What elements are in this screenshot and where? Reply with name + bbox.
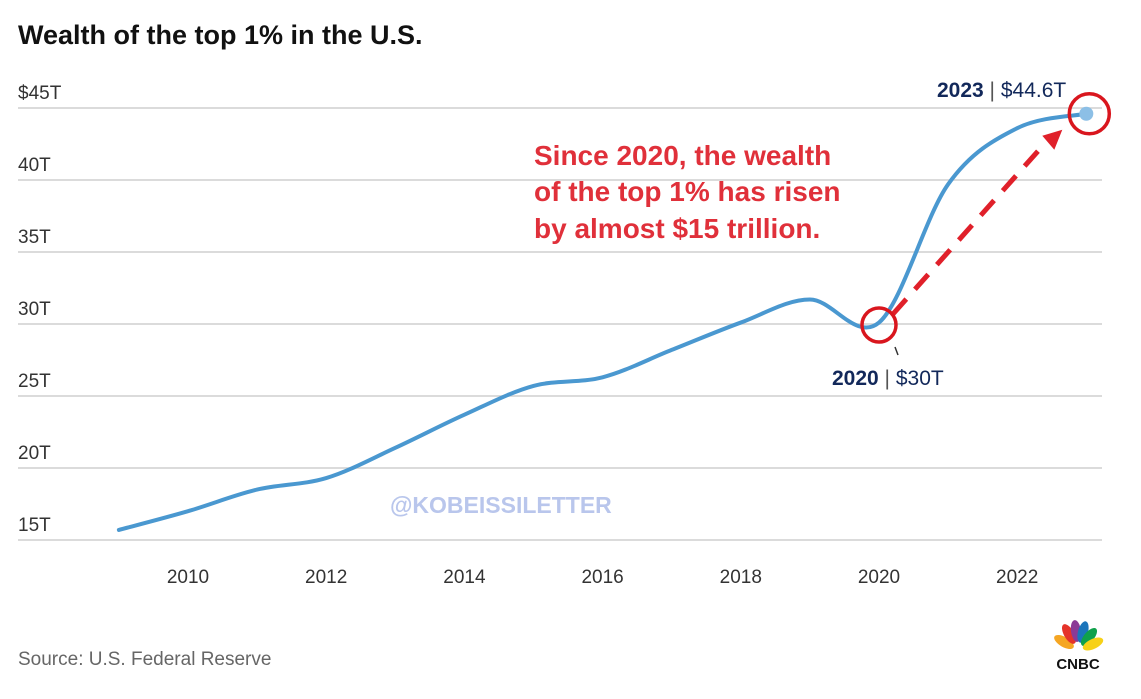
x-tick-label: 2016 <box>581 567 623 588</box>
y-tick-label: $45T <box>18 83 62 104</box>
y-tick-label: 35T <box>18 227 51 248</box>
x-tick-label: 2010 <box>167 567 209 588</box>
y-tick-label: 25T <box>18 371 51 392</box>
chart-title: Wealth of the top 1% in the U.S. <box>18 20 423 50</box>
cnbc-logo-text: CNBC <box>1056 656 1099 673</box>
callout-arrow <box>891 140 1049 316</box>
watermark: @KOBEISSILETTER <box>390 492 612 518</box>
arrow-head-icon <box>1042 129 1063 150</box>
highlight-circle-2020 <box>860 306 898 344</box>
y-axis-ticks: 15T 20T 25T 30T 35T 40T $45T <box>18 83 62 536</box>
label-2020: 2020 | $30T <box>832 367 944 390</box>
y-tick-label: 15T <box>18 515 51 536</box>
callout-line-1: Since 2020, the wealth <box>534 140 831 171</box>
callout-line-2: of the top 1% has risen <box>534 176 841 207</box>
source-note: Source: U.S. Federal Reserve <box>18 649 271 670</box>
cnbc-peacock-icon <box>1054 620 1104 651</box>
y-tick-label: 40T <box>18 155 51 176</box>
y-tick-label: 20T <box>18 443 51 464</box>
highlight-circle-2023 <box>1067 92 1112 136</box>
callout-line-3: by almost $15 trillion. <box>534 213 820 244</box>
y-tick-label: 30T <box>18 299 51 320</box>
gridlines <box>18 107 1102 541</box>
callout-text: Since 2020, the wealth of the top 1% has… <box>534 140 841 244</box>
label-2020-value: $30T <box>896 367 944 390</box>
end-point-marker <box>1079 106 1094 121</box>
series-line <box>116 111 1089 532</box>
label-2020-year: 2020 <box>832 367 879 390</box>
label-leader-2020 <box>894 346 899 356</box>
x-tick-label: 2018 <box>720 567 762 588</box>
label-2023-value: $44.6T <box>1001 79 1067 102</box>
x-tick-label: 2022 <box>996 567 1038 588</box>
x-tick-label: 2014 <box>443 567 486 588</box>
label-2023: 2023 | $44.6T <box>937 79 1066 102</box>
x-axis-ticks: 2010 2012 2014 2016 2018 2020 2022 <box>167 567 1038 588</box>
label-2023-year: 2023 <box>937 79 984 102</box>
x-tick-label: 2012 <box>305 567 347 588</box>
x-tick-label: 2020 <box>858 567 900 588</box>
